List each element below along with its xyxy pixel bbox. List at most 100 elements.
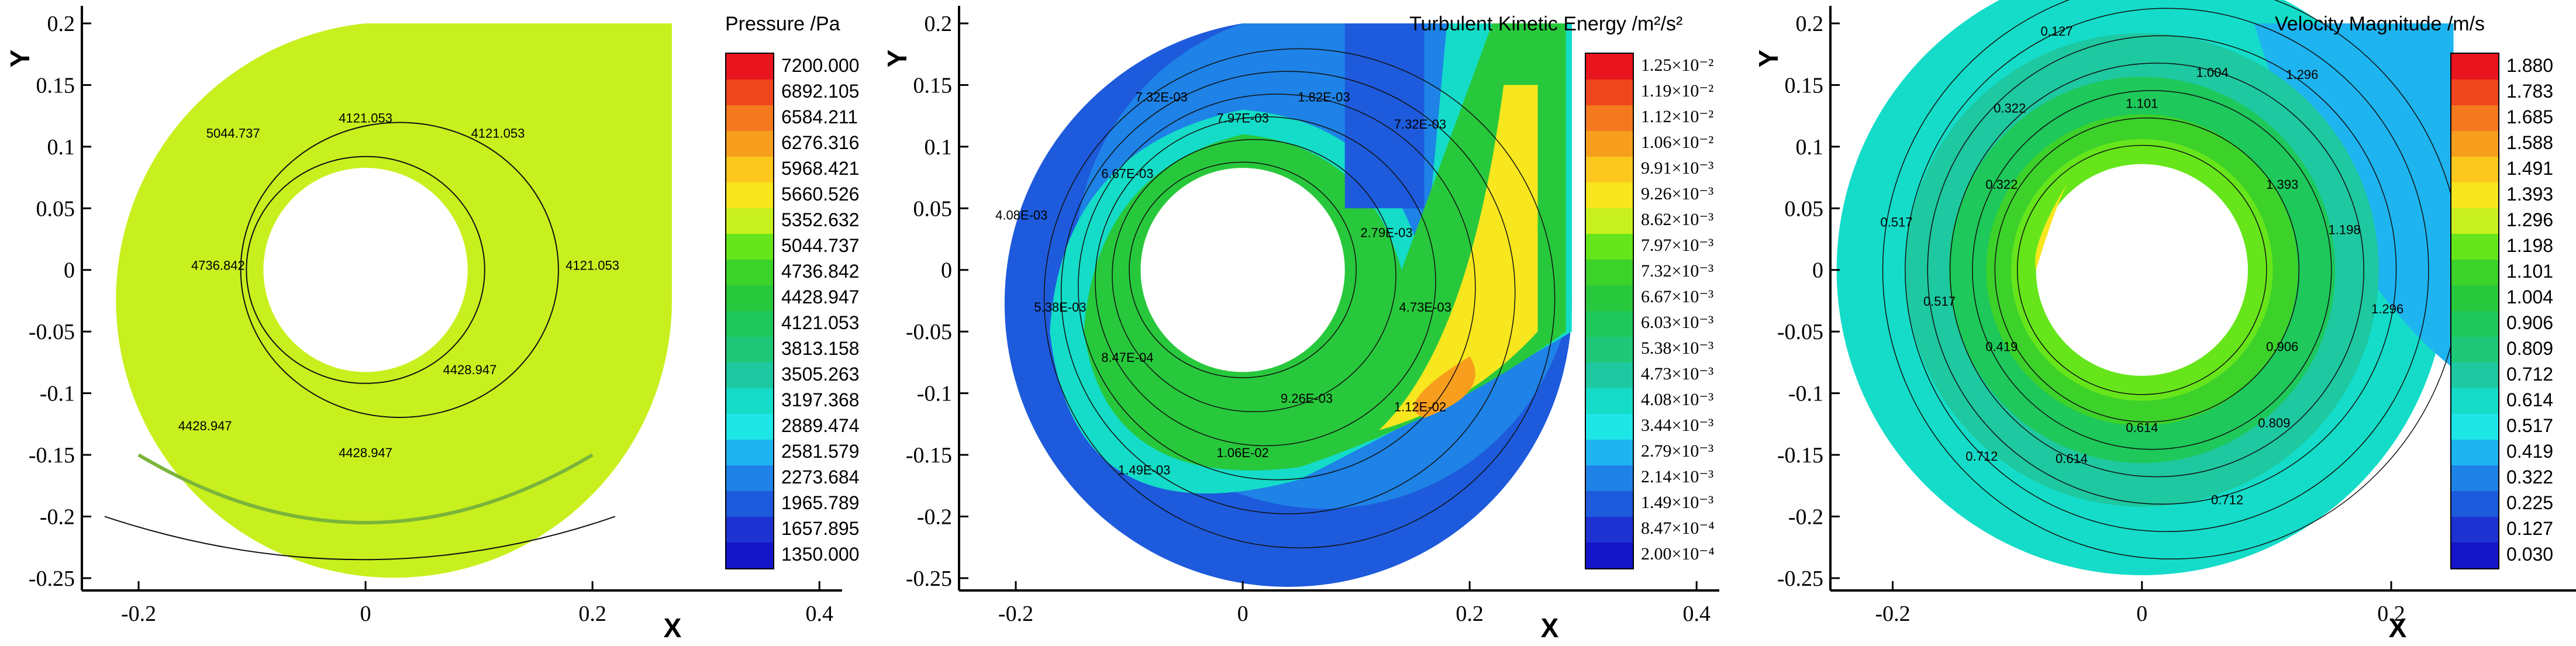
legend-swatch [726,285,773,311]
y-axis-label: Y [882,50,912,68]
legend-swatch [2451,362,2498,388]
legend-swatch [726,105,773,131]
legend-level-label: 2889.474 [781,415,860,436]
legend-colorbar [1585,53,1634,569]
y-tick-label: -0.1 [1788,382,1823,406]
legend-level-label: 5660.526 [781,184,860,205]
x-tick-label: -0.2 [1875,602,1910,626]
x-tick-label: 0 [1237,602,1249,626]
y-tick-label: 0.15 [913,73,953,98]
legend-swatch [1586,465,1633,491]
y-tick-label: -0.25 [29,566,75,591]
legend-swatch [1586,131,1633,157]
legend-level-label: 1.101 [2506,261,2554,282]
legend-level-label: 4.73×10⁻³ [1641,364,1714,384]
contour-label: 9.26E-03 [1281,391,1333,406]
contour-line [1927,35,2397,505]
legend-swatch [2451,105,2498,131]
legend-level-label: 1.491 [2506,158,2554,179]
y-tick-label: -0.1 [917,382,952,406]
y-tick-label: -0.15 [906,443,952,468]
legend-swatch [2451,311,2498,337]
legend-level-label: 1.004 [2506,286,2554,308]
legend-swatch [2451,260,2498,285]
legend-swatch [726,131,773,157]
legend-swatch [726,260,773,285]
legend-level-label: 1.783 [2506,81,2554,102]
legend-colorbar [2450,53,2499,569]
contour-label: 5044.737 [206,126,260,140]
legend-level-label: 6584.211 [781,106,858,127]
contour-label: 5.38E-03 [1034,300,1086,315]
contour-label: 4736.842 [191,258,245,273]
legend-swatch [1586,54,1633,80]
contour-label: 1.06E-02 [1216,445,1268,460]
contour-line [1972,90,2332,450]
legend-swatch [2451,208,2498,234]
y-tick-label: 0.1 [1796,135,1824,160]
contour-label: 0.906 [2266,339,2298,354]
legend-swatch [1586,260,1633,285]
contour-label: 1.296 [2371,302,2403,316]
legend-swatch [1586,157,1633,182]
contour-label: 1.82E-03 [1298,89,1350,104]
legend-swatch [1586,543,1633,568]
legend-swatch [726,311,773,337]
y-tick-label: 0.1 [47,135,75,160]
x-tick-label: -0.2 [998,602,1033,626]
legend-level-label: 3.44×10⁻³ [1641,416,1714,435]
legend-swatch [2451,388,2498,414]
legend-swatch [726,54,773,80]
contour-label: 0.127 [2040,24,2072,39]
legend-level-label: 1.198 [2506,235,2554,256]
legend-swatch [1586,105,1633,131]
legend-swatch [2451,337,2498,362]
legend-swatch [726,491,773,517]
legend-swatch [1586,414,1633,440]
contour-line [1949,63,2364,478]
legend-level-label: 2.79×10⁻³ [1641,441,1714,461]
legend-level-label: 1.880 [2506,55,2554,76]
contour-line [1905,8,2429,533]
legend-swatch [1586,337,1633,362]
contour-line [1112,139,1396,413]
legend-level-label: 6.03×10⁻³ [1641,313,1714,332]
legend-level-label: 5.38×10⁻³ [1641,338,1714,358]
legend-level-label: 0.712 [2506,364,2554,385]
contour-labels: 1.101 1.004 1.296 1.393 1.198 1.296 0.906 0.809… [1881,24,2404,507]
x-tick-label: 0.2 [2377,602,2405,626]
legend-swatch [726,208,773,234]
contour-labels: 4121.053 4121.053 4121.053 4428.947 4428.947… [178,111,619,460]
contour-line [1095,116,1436,447]
y-tick-label: -0.25 [906,566,952,591]
legend-swatch [1586,517,1633,543]
legend-swatch [726,157,773,182]
legend-level-label: 3505.263 [781,364,860,385]
legend-level-label: 7.97×10⁻³ [1641,236,1714,255]
legend-swatch [726,234,773,260]
legend-swatch [726,543,773,568]
legend-swatch [726,337,773,362]
legend-level-label: 9.26×10⁻³ [1641,184,1714,203]
y-tick-label: -0.05 [906,320,952,344]
axes: 0.2 0.15 0.1 0.05 0 -0.05 -0.1 -0.15 -0.2 -0.25 -0… [5,6,842,643]
x-axis-label: X [664,613,682,643]
contour-labels: 7.97E-03 1.82E-03 7.32E-03 2.79E-03 4.73E-03… [995,89,1451,477]
y-tick-label: 0 [941,258,952,283]
x-axis-label: X [1541,613,1559,643]
x-tick-label: 0.2 [578,602,606,626]
legend-swatch [1586,285,1633,311]
contour-label: 4121.053 [471,126,525,140]
legend-swatch [726,440,773,465]
y-tick-label: -0.15 [1777,443,1823,468]
x-tick-label: -0.2 [121,602,156,626]
contour-label: 1.296 [2286,67,2318,82]
contour-label: 0.517 [1923,294,1956,309]
contour-line [2016,144,2267,395]
velocity-peak [2035,184,2067,270]
contour-field [1004,23,1572,587]
y-tick-label: 0.2 [925,12,953,36]
legend-swatch [726,80,773,105]
y-tick-label: -0.2 [917,505,952,529]
legend-level-label: 1965.789 [781,492,860,513]
